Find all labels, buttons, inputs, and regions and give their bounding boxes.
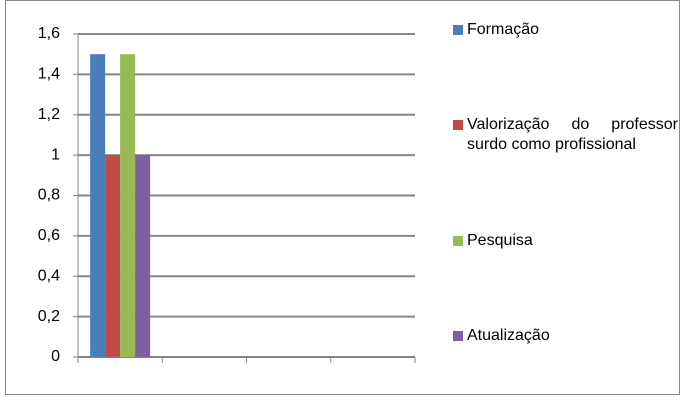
y-tick-label: 1,6 [38, 25, 60, 42]
y-tick-label: 0 [51, 348, 60, 365]
legend-item: Atualização [453, 326, 678, 346]
legend-swatch [453, 120, 463, 131]
y-tick-label: 0,4 [38, 267, 60, 284]
legend-item: Formação [453, 20, 678, 40]
y-tick-label: 0,2 [38, 308, 60, 325]
y-tick-label: 1 [51, 146, 60, 163]
y-tick-label: 1,4 [38, 66, 60, 83]
legend-item: Valorização do professor surdo como prof… [453, 115, 678, 155]
chart-border [5, 0, 680, 395]
y-tick-label: 0,8 [38, 187, 60, 204]
legend-item: Pesquisa [453, 231, 678, 251]
bar [105, 155, 121, 357]
y-tick-label: 0,6 [38, 227, 60, 244]
legend-label: Atualização [467, 326, 550, 344]
legend-swatch [453, 235, 463, 246]
legend-label: Valorização do professor surdo como prof… [467, 116, 678, 154]
y-tick-label: 1,2 [38, 106, 60, 123]
legend-label: Pesquisa [467, 231, 533, 249]
bar [120, 54, 136, 357]
bar [135, 155, 151, 357]
legend-swatch [453, 330, 463, 341]
bar [90, 54, 106, 357]
legend: Formação Valorização do professor surdo c… [453, 20, 678, 346]
legend-swatch [453, 25, 463, 35]
legend-label: Formação [467, 21, 540, 38]
